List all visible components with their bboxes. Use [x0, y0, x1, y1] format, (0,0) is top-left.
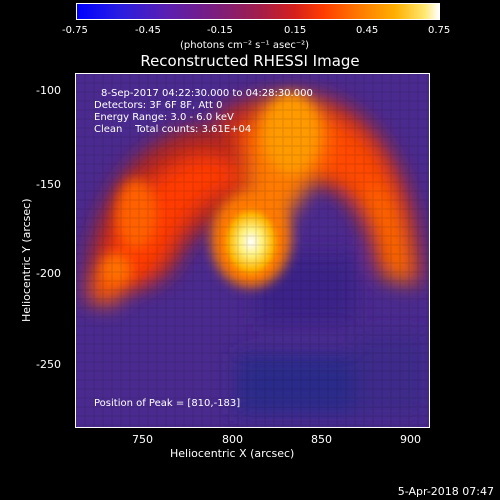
y-tick-label: -150	[36, 178, 61, 191]
image-title: Reconstructed RHESSI Image	[140, 52, 360, 70]
y-tick-label: -250	[36, 358, 61, 371]
x-tick-label: 750	[132, 433, 153, 446]
time-range-label: 8-Sep-2017 04:22:30.000 to 04:28:30.000	[101, 88, 313, 99]
colorbar-tick-label: -0.15	[207, 25, 233, 36]
x-tick-label: 850	[311, 433, 332, 446]
solar-image	[75, 73, 430, 428]
colorbar-tick-label: -0.75	[62, 25, 88, 36]
peak-position-label: Position of Peak = [810,-183]	[94, 398, 241, 409]
x-tick-label: 800	[222, 433, 243, 446]
colorbar-units: (photons cm⁻² s⁻¹ asec⁻²)	[180, 40, 310, 51]
colorbar	[76, 3, 440, 20]
colorbar-tick-label: -0.45	[135, 25, 161, 36]
x-axis-label: Heliocentric X (arcsec)	[170, 447, 295, 460]
colorbar-tick-label: 0.75	[428, 25, 451, 36]
timestamp: 5-Apr-2018 07:47	[397, 485, 494, 498]
colorbar-tick-label: 0.45	[356, 25, 379, 36]
x-tick-label: 900	[400, 433, 421, 446]
colorbar-tick-label: 0.15	[284, 25, 307, 36]
energy-range-label: Energy Range: 3.0 - 6.0 keV	[94, 112, 234, 123]
y-axis-label: Heliocentric Y (arcsec)	[20, 198, 33, 322]
y-tick-label: -200	[36, 267, 61, 280]
method-counts-label: Clean Total counts: 3.61E+04	[94, 124, 252, 135]
y-tick-label: -100	[36, 84, 61, 97]
detectors-label: Detectors: 3F 6F 8F, Att 0	[94, 100, 223, 111]
